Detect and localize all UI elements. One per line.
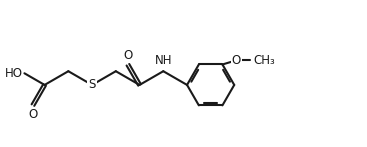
Text: CH₃: CH₃ (254, 54, 275, 67)
Text: S: S (88, 78, 96, 91)
Text: O: O (123, 49, 132, 62)
Text: O: O (232, 54, 241, 67)
Text: NH: NH (155, 54, 172, 67)
Text: HO: HO (4, 67, 22, 80)
Text: O: O (28, 108, 37, 121)
